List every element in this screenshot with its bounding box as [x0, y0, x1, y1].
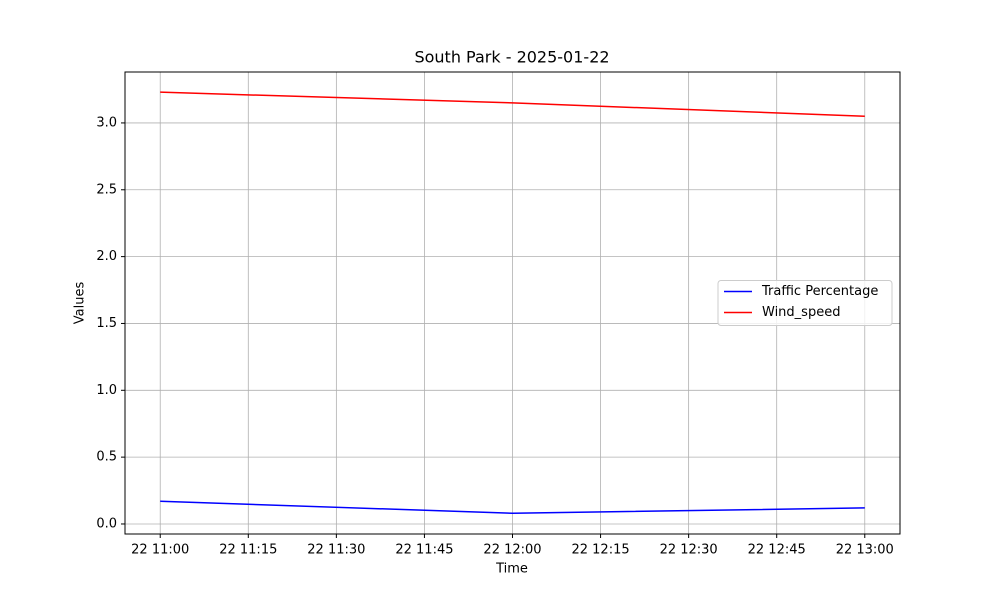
x-tick-label: 22 11:15 [219, 543, 277, 558]
x-tick-label: 22 12:30 [660, 543, 718, 558]
x-tick-label: 22 13:00 [836, 543, 894, 558]
x-tick-label: 22 11:30 [307, 543, 365, 558]
x-tick-label: 22 11:00 [131, 543, 189, 558]
data-line [160, 91, 865, 117]
legend-label: Wind_speed [762, 305, 840, 320]
chart-title: South Park - 2025-01-22 [414, 48, 609, 67]
x-tick-label: 22 12:15 [571, 543, 629, 558]
x-tick-label: 22 12:00 [483, 543, 541, 558]
x-tick-label: 22 11:45 [395, 543, 453, 558]
y-tick-label: 0.5 [96, 450, 117, 465]
x-tick-label: 22 12:45 [748, 543, 806, 558]
y-tick-label: 1.0 [96, 383, 117, 398]
y-tick-label: 3.0 [96, 115, 117, 130]
legend-box [717, 280, 893, 326]
y-tick-label: 2.5 [96, 182, 117, 197]
y-tick-label: 1.5 [96, 316, 117, 331]
data-line [160, 500, 865, 515]
y-tick-label: 2.0 [96, 249, 117, 264]
plot-frame [124, 71, 901, 535]
y-axis-label: Values [73, 282, 88, 325]
x-axis-label: Time [495, 562, 528, 577]
y-tick-label: 0.0 [96, 516, 117, 531]
legend-label: Traffic Percentage [761, 284, 878, 299]
